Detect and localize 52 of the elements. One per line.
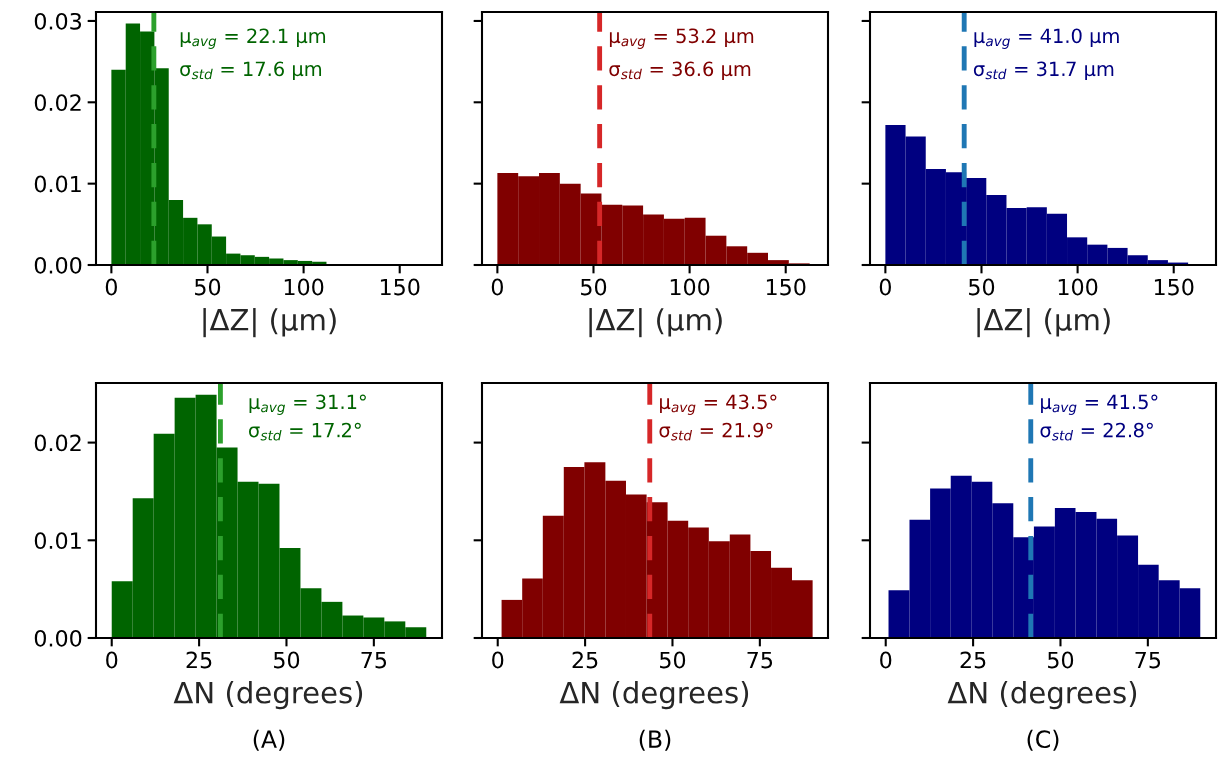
x-tick-label: 0 [491,278,503,296]
annotation: μ$_{avg}$ = 41.0 µm [974,28,1119,49]
x-tick-label: 100 [1058,278,1098,296]
x-tick-label: 0 [879,278,891,296]
annotation: σ$_{std}$ = 17.2° [249,422,361,441]
annotation: σ$_{std}$ = 31.7 µm [973,61,1114,80]
x-tick-label: 75 [1135,651,1161,669]
y-tick-label: 0.00 [34,256,82,274]
x-tick-label: 50 [581,278,607,296]
y-tick-label: 0.01 [34,532,81,550]
x-tick-label: 150 [1154,278,1194,296]
y-tick-label: 0.01 [34,175,81,193]
text: (A) [253,729,285,751]
x-axis-title: ΔN (degrees) [947,681,1137,710]
x-tick-label: 100 [284,278,324,296]
x-tick-label: 50 [1048,651,1074,669]
x-axis-title: |ΔZ| (µm) [203,308,336,338]
x-tick-label: 150 [766,278,806,296]
annotation: σ$_{std}$ = 22.8° [1040,422,1153,441]
annotation: μ$_{avg}$ = 41.5° [1041,394,1158,415]
text: (B) [639,729,671,751]
x-tick-label: 0 [105,278,117,296]
x-tick-label: 0 [106,651,118,669]
x-tick-label: 25 [960,651,986,669]
x-axis-title: ΔN (degrees) [173,681,363,710]
x-tick-label: 25 [186,651,212,669]
annotation: μ$_{avg}$ = 31.1° [249,394,366,415]
y-tick-label: 0.02 [34,94,81,112]
text: (C) [1027,729,1059,751]
x-tick-label: 75 [361,651,387,669]
x-axis-title: |ΔZ| (µm) [977,308,1110,338]
annotation: σ$_{std}$ = 36.6 µm [609,61,751,80]
x-tick-label: 0 [880,651,892,669]
y-tick-label: 0.00 [34,629,82,647]
annotation: μ$_{avg}$ = 43.5° [660,394,777,415]
x-tick-label: 0 [492,651,504,669]
x-tick-label: 50 [969,278,995,296]
x-tick-label: 100 [670,278,710,296]
y-tick-label: 0.03 [34,12,82,30]
x-tick-label: 50 [195,278,221,296]
x-tick-label: 50 [274,651,300,669]
x-tick-label: 50 [660,651,686,669]
annotation: σ$_{std}$ = 17.6 µm [180,61,322,80]
x-axis-title: |ΔZ| (µm) [589,308,722,338]
annotation: μ$_{avg}$ = 22.1 µm [180,28,326,49]
x-tick-label: 25 [572,651,598,669]
x-tick-label: 75 [747,651,773,669]
x-axis-title: ΔN (degrees) [559,681,749,710]
y-tick-label: 0.02 [34,434,81,452]
x-tick-label: 150 [380,278,420,296]
annotation: σ$_{std}$ = 21.9° [659,422,773,441]
annotation: μ$_{avg}$ = 53.2 µm [609,28,754,49]
